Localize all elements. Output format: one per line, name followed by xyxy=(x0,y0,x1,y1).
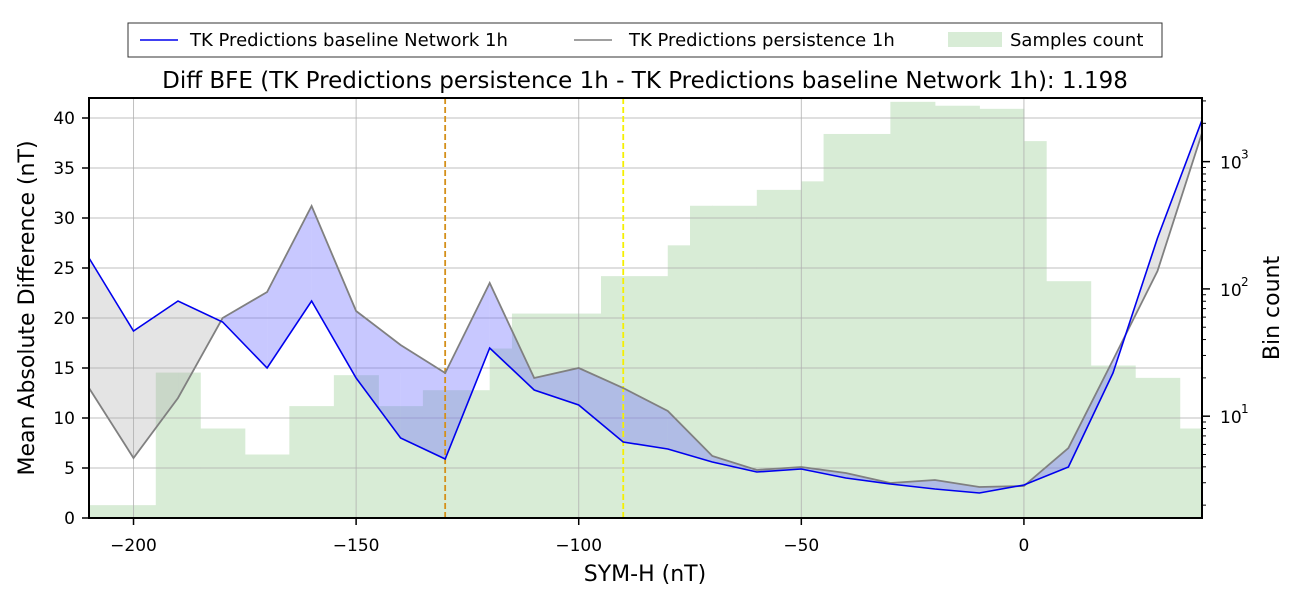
difference-fill xyxy=(133,301,179,458)
histogram-bar xyxy=(1135,377,1181,518)
histogram-bar xyxy=(890,101,936,519)
legend-swatch-samples xyxy=(948,32,1002,47)
difference-fill xyxy=(356,311,401,438)
y-axis-label: Mean Absolute Difference (nT) xyxy=(15,140,40,475)
difference-fill xyxy=(267,206,312,368)
chart-title: Diff BFE (TK Predictions persistence 1h … xyxy=(162,68,1128,94)
histogram-bar xyxy=(1112,365,1136,518)
difference-fill xyxy=(623,388,668,449)
x-tick-label: −200 xyxy=(110,536,157,556)
x-tick-label: −100 xyxy=(555,536,602,556)
histogram-bar xyxy=(623,276,669,518)
histogram-bar xyxy=(690,205,713,518)
histogram-bar xyxy=(934,105,980,519)
y-tick-label: 5 xyxy=(64,459,75,479)
y2-tick-label: 10 xyxy=(1220,281,1242,301)
y2-tick-exponent: 3 xyxy=(1241,148,1249,162)
x-tick-label: −150 xyxy=(333,536,380,556)
histogram-bar xyxy=(756,189,802,519)
histogram-bar xyxy=(289,406,335,518)
histogram-bar xyxy=(200,428,246,518)
histogram-bar xyxy=(979,108,1025,519)
y-tick-label: 40 xyxy=(53,109,75,129)
histogram-bar xyxy=(89,505,157,518)
difference-fill xyxy=(400,345,446,459)
histogram-bar xyxy=(1179,428,1203,518)
difference-fill xyxy=(222,292,268,368)
x-axis-label: SYM-H (nT) xyxy=(584,562,706,587)
histogram-bars xyxy=(89,101,1203,519)
y2-tick-label: 10 xyxy=(1220,154,1242,174)
difference-fill xyxy=(311,206,357,378)
difference-fill xyxy=(445,283,490,459)
histogram-bar xyxy=(1023,141,1047,518)
legend: TK Predictions baseline Network 1h TK Pr… xyxy=(127,22,1163,58)
difference-fill xyxy=(489,283,535,390)
difference-fill xyxy=(89,258,134,458)
difference-fill xyxy=(667,411,713,462)
histogram-bar xyxy=(1090,365,1114,518)
difference-fill xyxy=(178,301,221,398)
histogram-bar xyxy=(1046,281,1092,518)
histogram-bar xyxy=(244,454,290,518)
histogram-bar xyxy=(801,181,825,518)
x-tick-label: −50 xyxy=(783,536,819,556)
y2-tick-label: 10 xyxy=(1220,408,1242,428)
y2-axis-label: Bin count xyxy=(1260,256,1285,361)
histogram-bar xyxy=(823,133,869,518)
y-tick-label: 35 xyxy=(53,159,75,179)
y-tick-label: 25 xyxy=(53,259,75,279)
histogram-bar xyxy=(712,205,758,518)
histogram-bar xyxy=(378,406,424,518)
histogram-bar xyxy=(667,245,691,519)
y-tick-label: 0 xyxy=(64,509,75,529)
difference-fill xyxy=(1068,360,1113,467)
difference-fill xyxy=(578,368,624,442)
histogram-bar xyxy=(868,133,891,518)
x-axis: −200 −150 −100 −50 0 xyxy=(110,518,1029,556)
histogram-bar xyxy=(489,348,513,518)
difference-fill xyxy=(1157,120,1202,271)
legend-label-samples: Samples count xyxy=(1010,30,1143,51)
legend-label-persistence: TK Predictions persistence 1h xyxy=(628,30,895,51)
series-line xyxy=(88,119,1203,494)
y2-tick-exponent: 1 xyxy=(1241,402,1249,416)
histogram-bar xyxy=(467,390,491,518)
y-tick-label: 30 xyxy=(53,209,75,229)
y-tick-label: 15 xyxy=(53,359,75,379)
legend-label-baseline: TK Predictions baseline Network 1h xyxy=(189,30,508,51)
y-tick-label: 10 xyxy=(53,409,75,429)
y2-tick-exponent: 2 xyxy=(1241,275,1249,289)
histogram-bar xyxy=(511,313,580,518)
plot-frame xyxy=(88,97,1203,519)
y-tick-label: 20 xyxy=(53,309,75,329)
difference-fill xyxy=(534,368,579,405)
histogram-bar xyxy=(578,313,602,518)
y-axis: 0 5 10 15 20 25 30 35 40 xyxy=(53,109,89,529)
series-lines xyxy=(88,119,1203,494)
x-tick-label: 0 xyxy=(1019,536,1030,556)
histogram-bar xyxy=(600,276,624,518)
reference-lines xyxy=(444,98,625,518)
